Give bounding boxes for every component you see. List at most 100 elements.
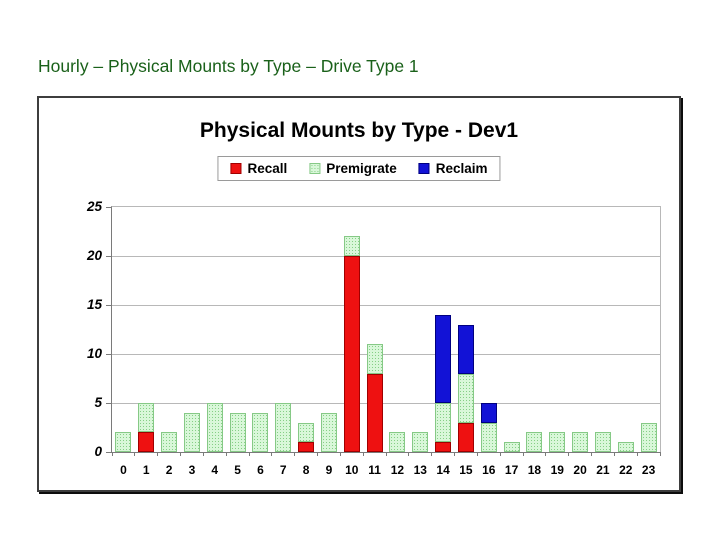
bar-segment-premigrate bbox=[549, 432, 566, 452]
x-axis-tick bbox=[522, 452, 524, 456]
x-axis-tick bbox=[225, 452, 227, 456]
x-axis-tick bbox=[613, 452, 615, 456]
x-axis-label: 3 bbox=[188, 463, 196, 477]
y-axis-tick bbox=[106, 402, 112, 404]
bar-segment-recall bbox=[457, 422, 474, 452]
legend-item-recall: Recall bbox=[230, 161, 287, 176]
bar-segment-premigrate bbox=[252, 412, 269, 452]
chart-frame: Physical Mounts by Type - Dev1 Recall Pre… bbox=[37, 96, 681, 492]
x-axis-tick bbox=[362, 452, 364, 456]
x-axis-tick bbox=[568, 452, 570, 456]
x-axis-tick bbox=[591, 452, 592, 456]
x-axis-tick bbox=[431, 452, 433, 456]
bar-segment-premigrate bbox=[320, 412, 337, 452]
gridline bbox=[112, 353, 660, 355]
x-axis-label: 9 bbox=[325, 463, 333, 477]
legend-label: Premigrate bbox=[326, 161, 397, 176]
bar-segment-recall bbox=[343, 256, 360, 452]
gridline bbox=[112, 255, 660, 257]
bar-segment-premigrate bbox=[275, 403, 292, 452]
bar-segment-premigrate bbox=[594, 432, 611, 452]
bar-segment-premigrate bbox=[617, 442, 634, 452]
x-axis-tick bbox=[134, 452, 136, 456]
x-axis-tick bbox=[454, 452, 455, 456]
x-axis-label: 12 bbox=[390, 463, 405, 477]
x-axis-label: 19 bbox=[550, 463, 564, 477]
x-axis-tick bbox=[157, 452, 159, 456]
bar-segment-reclaim bbox=[480, 403, 497, 423]
legend-swatch-premigrate bbox=[309, 163, 321, 174]
bar-segment-premigrate bbox=[298, 422, 315, 443]
bar-segment-premigrate bbox=[572, 432, 589, 452]
x-axis-tick bbox=[271, 452, 273, 456]
gridline bbox=[112, 402, 660, 404]
x-axis-label: 17 bbox=[504, 463, 519, 477]
x-axis-label: 20 bbox=[573, 463, 587, 477]
legend-swatch-reclaim bbox=[418, 163, 430, 174]
legend-label: Recall bbox=[247, 161, 288, 176]
x-axis-label: 18 bbox=[527, 463, 542, 477]
x-axis-tick bbox=[339, 452, 341, 456]
bar-segment-premigrate bbox=[343, 236, 360, 256]
y-axis-label: 20 bbox=[86, 248, 102, 263]
x-axis-tick bbox=[499, 452, 501, 456]
bar-segment-reclaim bbox=[457, 324, 474, 374]
x-axis-tick bbox=[248, 452, 250, 456]
legend-label: Reclaim bbox=[435, 161, 488, 176]
y-axis-tick bbox=[106, 451, 112, 453]
bar-segment-recall bbox=[435, 442, 452, 452]
x-axis-label: 8 bbox=[302, 463, 310, 477]
bar-segment-premigrate bbox=[412, 432, 429, 452]
x-axis-tick bbox=[408, 452, 410, 456]
bar-segment-recall bbox=[138, 432, 155, 452]
bar-segment-premigrate bbox=[435, 403, 452, 443]
x-axis-label: 23 bbox=[641, 463, 656, 477]
bar-segment-premigrate bbox=[183, 412, 200, 452]
legend: Recall Premigrate Reclaim bbox=[217, 156, 501, 181]
x-axis-label: 0 bbox=[120, 463, 127, 477]
x-axis-label: 14 bbox=[436, 463, 450, 477]
bar-segment-recall bbox=[298, 442, 315, 452]
x-axis-tick bbox=[385, 452, 387, 456]
x-axis-label: 22 bbox=[619, 463, 633, 477]
x-axis-tick bbox=[659, 452, 661, 456]
bar-segment-premigrate bbox=[389, 432, 406, 452]
gridline bbox=[112, 304, 660, 306]
x-axis-label: 21 bbox=[596, 463, 610, 477]
x-axis-tick bbox=[294, 452, 296, 456]
x-axis-tick bbox=[476, 452, 478, 456]
x-axis-label: 16 bbox=[482, 463, 496, 477]
y-axis-label: 10 bbox=[86, 346, 102, 361]
x-axis-label: 2 bbox=[165, 463, 173, 477]
y-axis-label: 0 bbox=[94, 444, 102, 459]
y-axis-tick bbox=[106, 206, 112, 208]
x-axis-label: 6 bbox=[257, 463, 264, 477]
legend-swatch-recall bbox=[230, 163, 242, 174]
bar-segment-premigrate bbox=[526, 432, 543, 452]
y-axis-tick bbox=[106, 353, 112, 355]
bar-segment-premigrate bbox=[138, 403, 155, 433]
legend-item-premigrate: Premigrate bbox=[309, 161, 397, 176]
x-axis-tick bbox=[202, 452, 204, 456]
x-axis-tick bbox=[111, 452, 113, 456]
x-axis-label: 1 bbox=[142, 463, 150, 477]
x-axis-label: 15 bbox=[459, 463, 473, 477]
page-title: Hourly – Physical Mounts by Type – Drive… bbox=[38, 56, 419, 76]
bar-segment-premigrate bbox=[161, 432, 178, 452]
y-axis-tick bbox=[106, 304, 112, 306]
plot-area: 0 5 10 15 20 25 0 1 2 3 4 5 6 7 8 9 10 11 12 13 14 15 16 17 18 19… bbox=[87, 199, 661, 477]
x-axis-tick bbox=[636, 452, 638, 456]
bar-segment-premigrate bbox=[366, 344, 383, 374]
x-axis-label: 5 bbox=[234, 463, 241, 477]
y-axis-label: 15 bbox=[86, 297, 102, 312]
bar-segment-reclaim bbox=[435, 314, 452, 403]
y-axis-label: 25 bbox=[86, 199, 102, 214]
legend-item-reclaim: Reclaim bbox=[418, 161, 488, 176]
bar-segment-premigrate bbox=[115, 432, 132, 452]
x-axis-label: 13 bbox=[413, 463, 427, 477]
bar-segment-premigrate bbox=[503, 442, 520, 452]
chart-title: Physical Mounts by Type - Dev1 bbox=[199, 119, 519, 142]
x-axis-tick bbox=[545, 452, 547, 456]
bar-segment-premigrate bbox=[457, 373, 474, 423]
x-axis-label: 11 bbox=[368, 463, 381, 477]
